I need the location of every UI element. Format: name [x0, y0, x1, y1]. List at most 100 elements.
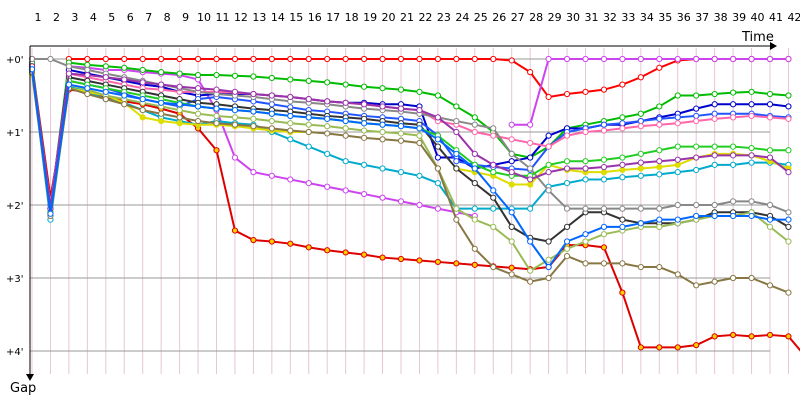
data-point: [397, 169, 405, 176]
data-point: [674, 114, 681, 121]
data-point: [434, 180, 441, 187]
data-point: [231, 154, 239, 161]
data-point: [453, 150, 460, 157]
data-point: [527, 139, 534, 147]
lap-tick-label: 9: [182, 11, 189, 24]
data-point: [508, 57, 515, 64]
data-point: [563, 238, 571, 245]
data-point: [619, 166, 626, 174]
data-point: [305, 77, 312, 85]
data-point: [471, 165, 478, 172]
data-point: [434, 143, 441, 150]
data-point: [453, 128, 460, 136]
lap-tick-label: 30: [566, 11, 580, 24]
data-point: [287, 93, 294, 101]
data-point: [471, 128, 478, 136]
data-point: [490, 169, 497, 176]
data-point: [490, 187, 497, 194]
data-point: [471, 180, 478, 187]
data-point: [582, 205, 589, 212]
data-point: [711, 212, 718, 220]
data-point: [582, 128, 589, 136]
data-point: [766, 90, 774, 98]
data-point: [545, 256, 552, 263]
data-point: [711, 333, 718, 340]
data-point: [361, 134, 368, 141]
data-point: [656, 115, 663, 122]
data-point: [139, 96, 146, 103]
data-point: [324, 115, 331, 122]
data-point: [471, 205, 478, 212]
data-point: [194, 110, 202, 117]
data-point: [619, 174, 626, 181]
data-point: [748, 144, 755, 152]
data-point: [656, 171, 663, 178]
data-point: [545, 132, 552, 139]
data-point: [600, 223, 608, 230]
data-point: [176, 114, 183, 121]
data-point: [28, 55, 36, 63]
data-point: [84, 85, 91, 92]
data-point: [213, 112, 220, 120]
data-point: [637, 172, 644, 179]
data-point: [582, 55, 589, 63]
lap-tick-label: 16: [308, 11, 322, 24]
data-point: [730, 161, 737, 168]
data-point: [619, 216, 626, 223]
data-point: [471, 216, 478, 223]
data-point: [213, 86, 220, 93]
data-point: [84, 66, 91, 74]
data-point: [379, 165, 386, 172]
data-point: [176, 55, 183, 63]
data-point: [600, 205, 608, 212]
data-point: [600, 156, 608, 163]
data-point: [785, 55, 792, 63]
data-point: [158, 117, 165, 125]
data-point: [637, 55, 644, 63]
data-point: [527, 267, 534, 274]
series-line: [31, 69, 790, 272]
data-point: [471, 55, 478, 63]
series-line: [68, 58, 789, 98]
data-point: [471, 245, 478, 252]
data-point: [324, 123, 331, 130]
data-point: [250, 55, 257, 63]
lap-tick-label: 13: [252, 11, 266, 24]
data-point: [674, 92, 681, 99]
lap-tick-label: 10: [197, 11, 211, 24]
data-point: [434, 114, 441, 121]
data-point: [379, 55, 386, 63]
data-point: [342, 55, 349, 63]
data-point: [158, 110, 165, 117]
data-point: [397, 198, 405, 205]
data-point: [324, 79, 331, 86]
data-point: [785, 209, 792, 216]
data-point: [748, 159, 755, 166]
data-point: [563, 223, 571, 230]
gap-tick-label: +3': [6, 274, 24, 285]
lap-tick-label: 7: [145, 11, 152, 24]
data-point: [121, 55, 128, 63]
data-point: [453, 260, 460, 267]
data-point: [563, 158, 571, 165]
data-point: [693, 166, 700, 174]
data-point: [748, 198, 755, 205]
series-layer: [28, 55, 800, 352]
data-point: [730, 274, 737, 282]
data-point: [748, 101, 755, 108]
data-point: [305, 244, 312, 251]
data-point: [453, 55, 460, 63]
data-point: [287, 120, 294, 127]
data-point: [361, 120, 368, 127]
data-point: [508, 264, 515, 271]
data-point: [434, 205, 441, 212]
data-point: [600, 169, 608, 176]
data-point: [527, 278, 534, 285]
data-point: [434, 165, 441, 172]
data-point: [711, 101, 718, 108]
data-point: [490, 125, 497, 132]
data-point: [471, 150, 478, 157]
data-point: [637, 110, 644, 117]
data-point: [545, 169, 552, 176]
lap-tick-label: 29: [548, 11, 562, 24]
